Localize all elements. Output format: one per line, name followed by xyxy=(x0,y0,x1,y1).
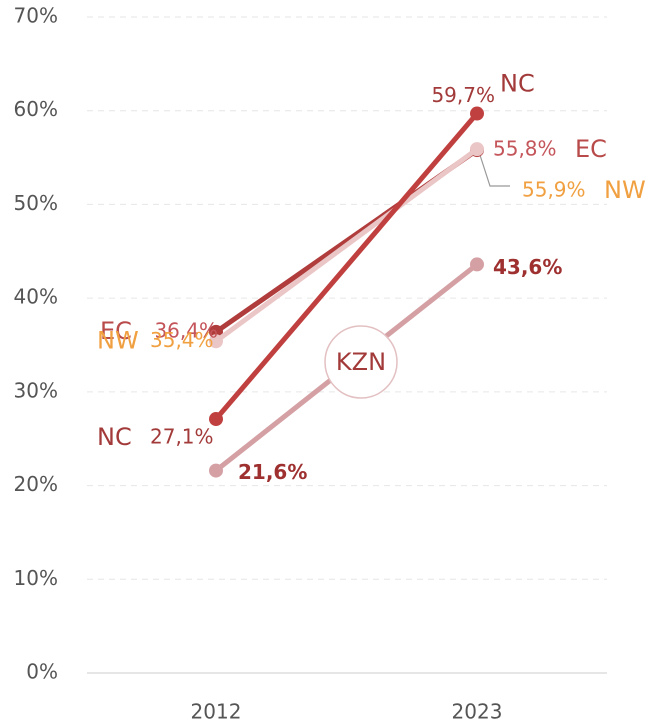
value-label: 21,6% xyxy=(238,460,307,484)
leader-line xyxy=(478,151,510,187)
x-tick-label: 2023 xyxy=(452,700,503,724)
series-name: EC xyxy=(575,135,607,163)
x-tick-label: 2012 xyxy=(191,700,242,724)
line xyxy=(213,146,480,344)
value-label: 55,9% xyxy=(522,178,586,202)
y-tick-label: 30% xyxy=(14,378,58,402)
series-name: NC xyxy=(97,423,132,451)
value-label: 59,7% xyxy=(431,83,495,107)
value-label: 35,4% xyxy=(150,328,214,352)
y-tick-label: 40% xyxy=(14,285,58,309)
y-tick-label: 50% xyxy=(14,191,58,215)
point xyxy=(209,334,223,349)
series-name: NW xyxy=(97,326,139,354)
series-name: NW xyxy=(604,176,646,204)
value-label: 36,4% xyxy=(154,318,218,342)
y-tick-label: 20% xyxy=(14,472,58,496)
y-tick-label: 0% xyxy=(26,660,58,684)
y-tick-label: 70% xyxy=(14,4,58,28)
series-name: EC xyxy=(100,317,132,345)
point xyxy=(470,257,484,272)
value-label: 27,1% xyxy=(150,425,214,449)
name-badge xyxy=(324,325,398,399)
point xyxy=(470,106,484,121)
point xyxy=(209,412,223,427)
series-name: NC xyxy=(500,70,535,98)
point xyxy=(470,142,484,157)
y-tick-label: 10% xyxy=(14,566,58,590)
line xyxy=(213,111,480,422)
point xyxy=(209,463,223,478)
y-tick-label: 60% xyxy=(14,97,58,121)
value-label: 55,8% xyxy=(493,137,557,161)
series-name: KZN xyxy=(336,348,386,376)
value-label: 43,6% xyxy=(493,255,562,279)
